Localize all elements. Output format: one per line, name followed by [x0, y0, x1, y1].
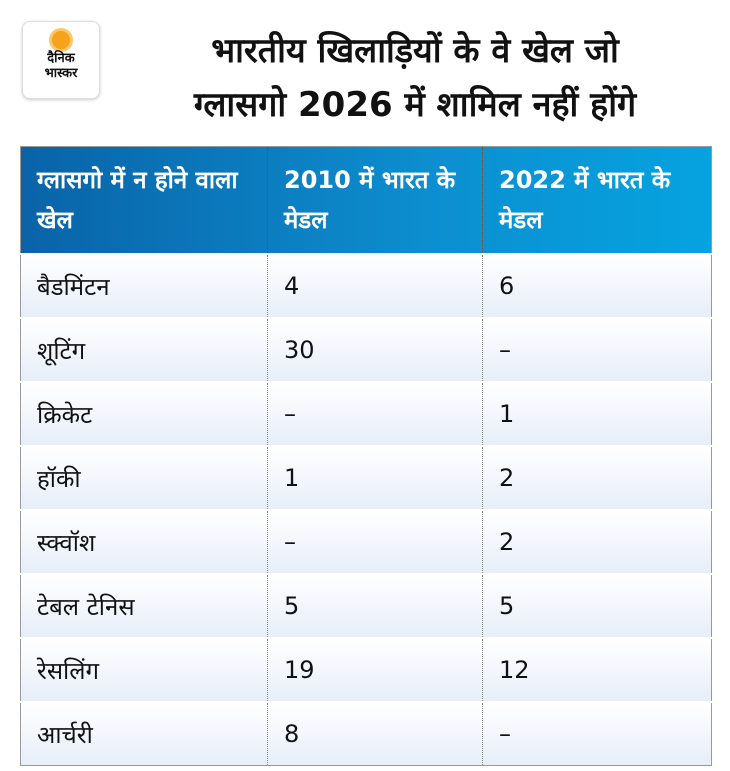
- table-row: हॉकी 1 2: [20, 446, 712, 510]
- sun-icon: [52, 31, 70, 49]
- dainik-bhaskar-logo: दैनिक भास्कर: [22, 21, 100, 99]
- title-line-2: ग्लासगो 2026 में शामिल नहीं होंगे: [193, 85, 637, 125]
- page-title: भारतीय खिलाड़ियों के वे खेल जो ग्लासगो 2…: [110, 24, 720, 132]
- cell-2022: –: [482, 318, 712, 382]
- cell-sport: टेबल टेनिस: [20, 574, 268, 638]
- cell-2022: 6: [482, 254, 712, 318]
- cell-2022: –: [482, 702, 712, 766]
- logo-text-1: दैनिक: [47, 51, 75, 66]
- table-row: क्रिकेट –1: [20, 382, 712, 446]
- cell-2010: 8: [267, 702, 483, 766]
- cell-2022: 12: [482, 638, 712, 702]
- header-sport: ग्लासगो में न होने वाला खेल: [37, 166, 238, 234]
- cell-2022: 5: [482, 574, 712, 638]
- logo-text-2: भास्कर: [44, 66, 78, 81]
- table-row: स्क्वॉश –2: [20, 510, 712, 574]
- cell-sport: हॉकी: [20, 446, 268, 510]
- cell-2022: 1: [482, 382, 712, 446]
- cell-2010: 19: [267, 638, 483, 702]
- medals-table: ग्लासगो में न होने वाला खेल 2010 में भार…: [20, 146, 712, 766]
- table-row: शूटिंग 30–: [20, 318, 712, 382]
- cell-sport: रेसलिंग: [20, 638, 268, 702]
- cell-2010: 30: [267, 318, 483, 382]
- cell-sport: शूटिंग: [20, 318, 268, 382]
- cell-sport: बैडमिंटन: [20, 254, 268, 318]
- table-header-row: ग्लासगो में न होने वाला खेल 2010 में भार…: [20, 146, 712, 254]
- table-row: रेसलिंग 19 12: [20, 638, 712, 702]
- header-2022: 2022 में भारत के मेडल: [482, 146, 712, 254]
- cell-2010: 1: [267, 446, 483, 510]
- table-row: टेबल टेनिस 5 5: [20, 574, 712, 638]
- table-row: बैडमिंटन 4 6: [20, 254, 712, 318]
- cell-sport: स्क्वॉश: [20, 510, 268, 574]
- cell-2010: –: [267, 510, 483, 574]
- cell-sport: क्रिकेट: [20, 382, 268, 446]
- cell-2022: 2: [482, 510, 712, 574]
- title-line-1: भारतीय खिलाड़ियों के वे खेल जो: [211, 31, 619, 71]
- cell-2010: –: [267, 382, 483, 446]
- cell-2010: 4: [267, 254, 483, 318]
- cell-sport: आर्चरी: [20, 702, 268, 766]
- table-row: आर्चरी 8–: [20, 702, 712, 766]
- cell-2010: 5: [267, 574, 483, 638]
- cell-2022: 2: [482, 446, 712, 510]
- header-2010: 2010 में भारत के मेडल: [267, 146, 483, 254]
